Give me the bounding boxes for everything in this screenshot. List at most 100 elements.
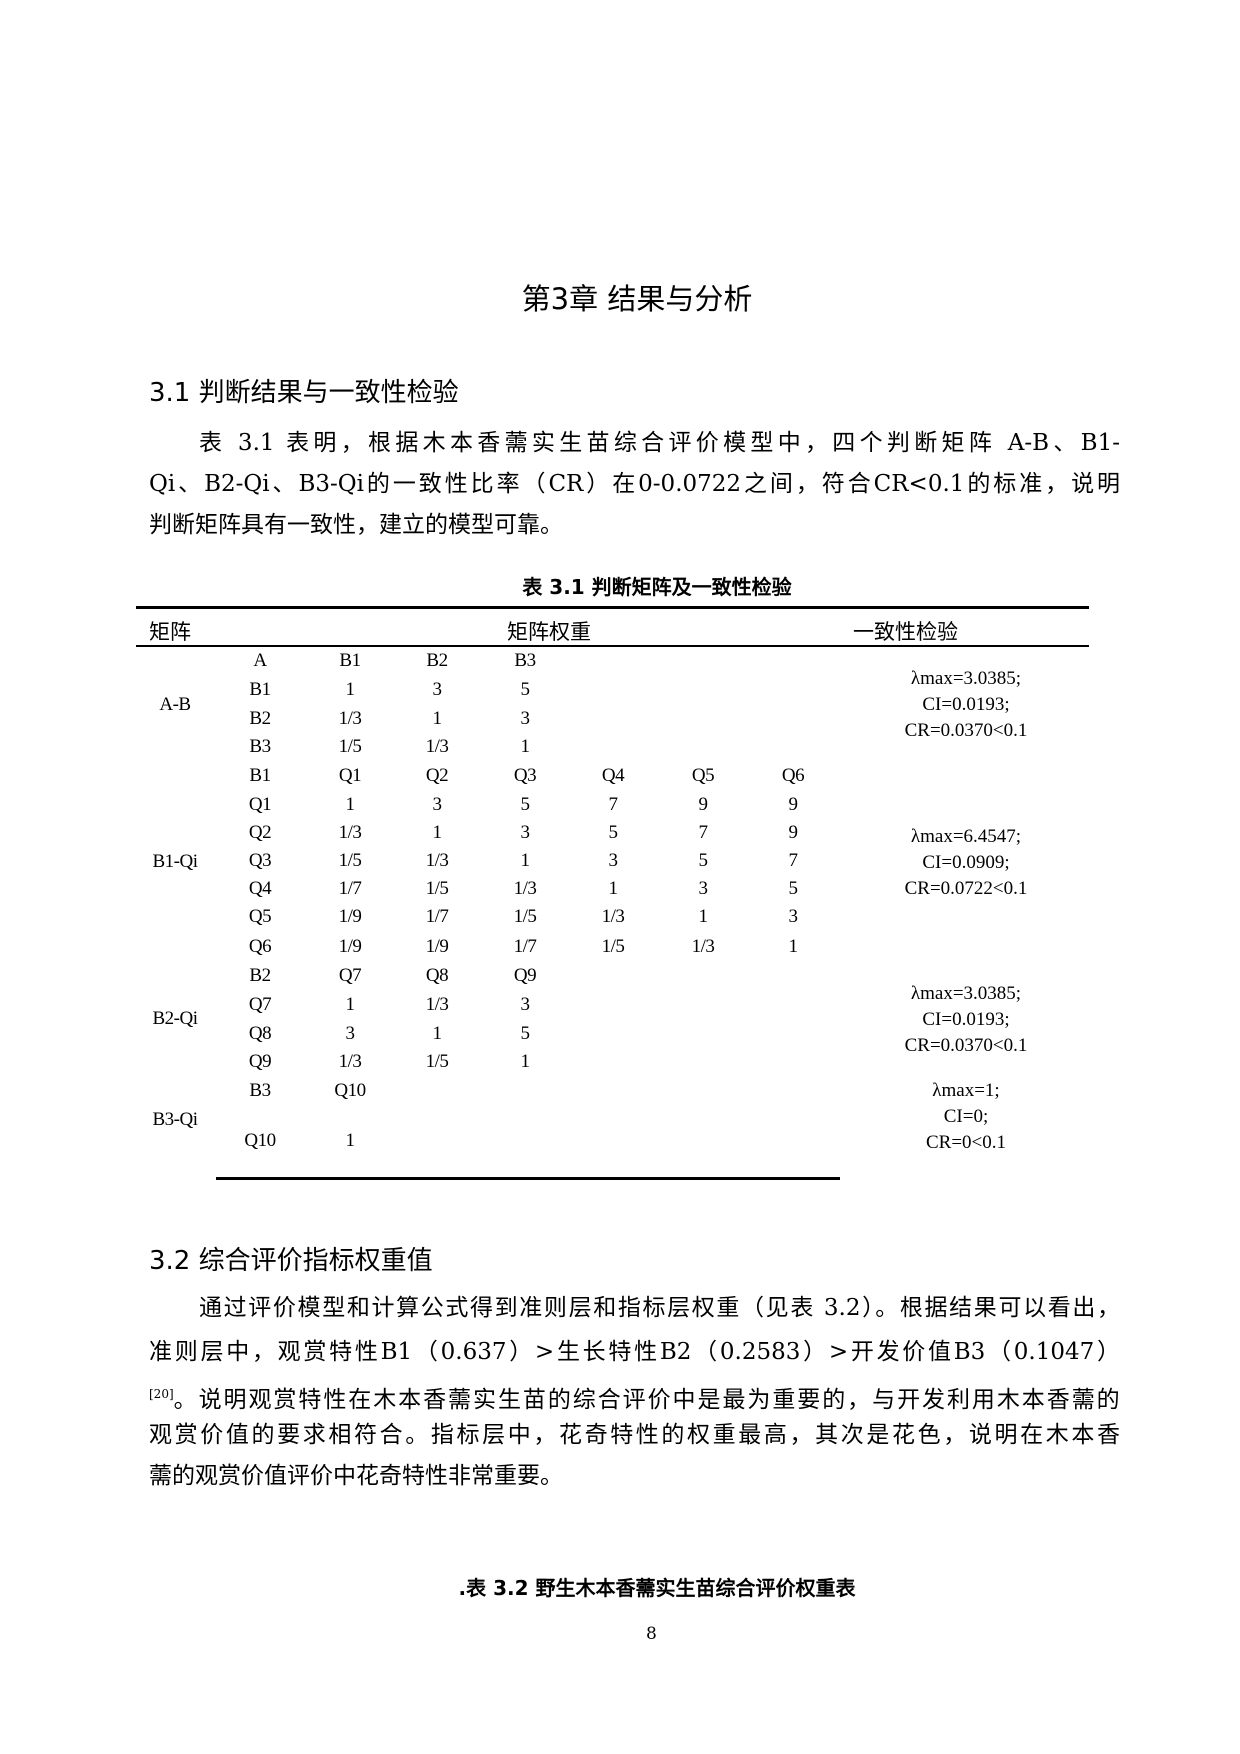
section-heading-3-1: 3.1 判断结果与一致性检验 [149,378,459,408]
consistency-line: CR=0<0.1 [925,1132,1007,1153]
matrix-cell: 5 [520,794,531,815]
consistency-line: λmax=1; [932,1080,1000,1101]
header-rule [136,645,1089,647]
consistency-result: λmax=3.0385; CI=0.0193; CR=0.0370<0.1 [905,981,1028,1059]
matrix-cell: 1 [520,1051,531,1072]
paragraph-line-with-citation: [20]。说明观赏特性在木本香薷实生苗的综合评价中是最为重要的，与开发利用木本香… [149,1379,1120,1415]
matrix-cell: 7 [608,794,619,815]
matrix-cell: B2 [426,650,448,671]
matrix-cell: Q5 [691,765,715,786]
consistency-line: CR=0.0722<0.1 [904,877,1028,899]
matrix-cell: 3 [608,850,619,871]
matrix-cell: 1 [520,736,531,757]
consistency-line: CI=0; [943,1106,989,1127]
matrix-cell: 1 [345,1130,356,1151]
matrix-cell: 3 [432,794,443,815]
matrix-cell: 1/5 [425,1051,449,1072]
matrix-label: B3-Qi [152,1109,199,1130]
matrix-cell: Q6 [781,765,805,786]
matrix-cell: Q10 [244,1130,276,1151]
table-bottom-rule [216,1177,840,1180]
matrix-cell: Q1 [338,765,362,786]
matrix-cell: 1/3 [425,994,449,1015]
matrix-cell: 1/9 [338,936,362,957]
matrix-cell: 3 [520,994,531,1015]
matrix-cell: Q8 [425,965,449,986]
matrix-cell: 7 [788,850,799,871]
matrix-cell: Q1 [248,794,272,815]
matrix-cell: 1/3 [425,736,449,757]
matrix-cell: 1 [345,794,356,815]
matrix-cell: 1/5 [338,736,362,757]
matrix-cell: Q7 [248,994,272,1015]
matrix-cell: 5 [788,878,799,899]
matrix-cell: Q8 [248,1023,272,1044]
matrix-cell: 1 [520,850,531,871]
matrix-cell: 1/3 [691,936,715,957]
consistency-line: λmax=6.4547; [910,825,1022,847]
matrix-cell: B3 [514,650,536,671]
matrix-cell: B2 [249,708,271,729]
citation: [20] [149,1387,174,1401]
consistency-result: λmax=3.0385; CI=0.0193; CR=0.0370<0.1 [905,666,1028,744]
matrix-cell: B2 [249,965,271,986]
matrix-cell: 9 [698,794,709,815]
matrix-cell: 5 [520,679,531,700]
matrix-cell: 1/7 [338,878,362,899]
paragraph-line: 通过评价模型和计算公式得到准则层和指标层权重（见表 3.2）。根据结果可以看出， [199,1295,1120,1321]
matrix-cell: 3 [345,1023,356,1044]
matrix-cell: Q7 [338,965,362,986]
matrix-cell: B1 [249,679,271,700]
matrix-cell: 1 [432,822,443,843]
matrix-cell: 3 [520,822,531,843]
header-consistency: 一致性检验 [853,620,958,644]
page-number: 8 [646,1624,657,1644]
matrix-cell: 3 [432,679,443,700]
matrix-cell: 1/3 [425,850,449,871]
matrix-cell: 1/3 [338,708,362,729]
matrix-cell: Q4 [601,765,625,786]
matrix-cell: 5 [608,822,619,843]
matrix-cell: Q9 [248,1051,272,1072]
matrix-cell: 9 [788,822,799,843]
matrix-cell: A [253,650,267,671]
matrix-cell: 1/3 [601,906,625,927]
matrix-cell: Q9 [513,965,537,986]
consistency-line: CR=0.0370<0.1 [904,1035,1028,1056]
paragraph-line: 薷的观赏价值评价中花奇特性非常重要。 [149,1463,563,1489]
paragraph-line: 观赏价值的要求相符合。指标层中，花奇特性的权重最高，其次是花色，说明在木本香 [149,1422,1120,1448]
matrix-cell: B3 [249,736,271,757]
matrix-cell: 1 [345,679,356,700]
matrix-cell: 7 [698,822,709,843]
matrix-cell: 1/3 [338,822,362,843]
matrix-cell: Q3 [513,765,537,786]
matrix-cell: Q2 [248,822,272,843]
matrix-cell: 1/7 [425,906,449,927]
matrix-cell: 1 [698,906,709,927]
matrix-cell: 5 [698,850,709,871]
matrix-cell: B1 [339,650,361,671]
paragraph-line: 准则层中，观赏特性B1（0.637）>生长特性B2（0.2583）>开发价值B3… [149,1339,1120,1365]
consistency-result: λmax=1; CI=0; CR=0<0.1 [926,1078,1006,1156]
matrix-cell: 1/5 [425,878,449,899]
matrix-cell: Q10 [334,1080,366,1101]
matrix-cell: 1 [608,878,619,899]
paragraph-line: 判断矩阵具有一致性，建立的模型可靠。 [149,512,563,538]
consistency-result: λmax=6.4547; CI=0.0909; CR=0.0722<0.1 [905,824,1028,902]
paragraph-line: 。说明观赏特性在木本香薷实生苗的综合评价中是最为重要的，与开发利用木本香薷的 [173,1386,1120,1413]
matrix-cell: 1 [432,1023,443,1044]
matrix-cell: 1/9 [338,906,362,927]
matrix-cell: Q6 [248,936,272,957]
matrix-cell: 3 [520,708,531,729]
table-caption: 表 3.1 判断矩阵及一致性检验 [522,575,792,599]
matrix-cell: 1/5 [338,850,362,871]
matrix-cell: Q3 [248,850,272,871]
consistency-line: λmax=3.0385; [910,983,1022,1004]
table-top-rule [136,606,1089,609]
consistency-line: CI=0.0909; [922,851,1010,873]
matrix-cell: 1/9 [425,936,449,957]
matrix-cell: Q5 [248,906,272,927]
section-heading-3-2: 3.2 综合评价指标权重值 [149,1246,433,1276]
matrix-cell: 1/7 [513,936,537,957]
consistency-line: CI=0.0193; [922,1009,1010,1030]
